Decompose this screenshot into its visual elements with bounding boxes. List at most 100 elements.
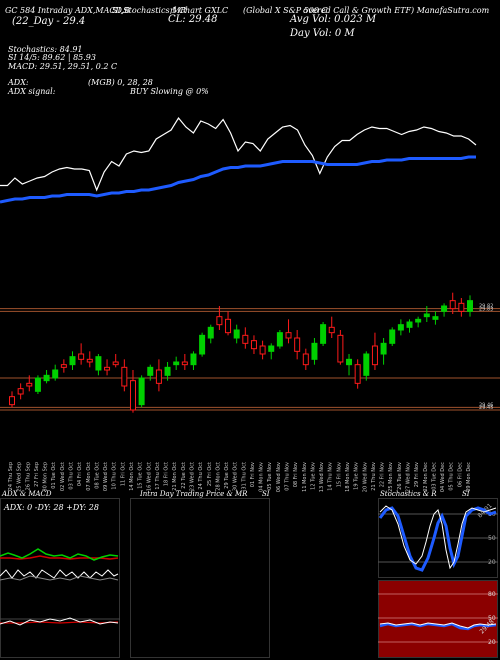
candle-body-47 <box>415 318 422 323</box>
candle-body-0 <box>9 396 15 406</box>
candle-body-26 <box>233 329 240 339</box>
x-tick-label-1: 25 Wed Sep <box>17 462 23 492</box>
candle-body-12 <box>112 361 119 366</box>
rsi-label-50: 50 <box>488 615 496 622</box>
header-title-right2: overed Call & Growth ETF) ManafaSutra.co… <box>303 6 490 15</box>
candle-body-4 <box>43 374 50 382</box>
candle-body-36 <box>320 324 327 344</box>
x-tick-label-34: 11 Mon Nov <box>302 462 308 492</box>
candle-body-18 <box>164 366 171 376</box>
header-title-mid: SI,Stochastics,MR <box>112 6 187 15</box>
x-tick-label-19: 21 Mon Oct <box>172 462 178 491</box>
x-tick-label-52: 06 Fri Dec <box>457 462 463 487</box>
x-tick-label-8: 04 Fri Oct <box>77 462 83 486</box>
x-tick-label-16: 16 Wed Oct <box>146 462 152 491</box>
x-tick-label-35: 12 Tue Nov <box>310 462 316 490</box>
stoch-blue-line <box>378 506 497 572</box>
candle-body-50 <box>441 305 448 312</box>
candle-body-6 <box>60 364 67 368</box>
candle-body-20 <box>181 361 188 366</box>
x-tick-label-13: 11 Fri Oct <box>120 462 126 486</box>
x-tick-label-49: 03 Tue Dec <box>431 462 437 490</box>
candle-body-30 <box>268 345 275 352</box>
adx-panel-title: ADX & MACD <box>2 490 52 498</box>
x-tick-label-12: 10 Thu Oct <box>112 462 118 490</box>
intraday-panel-frame <box>130 498 270 658</box>
x-tick-label-17: 17 Thu Oct <box>155 462 161 490</box>
adx-macd-panel: ADX: 0 -DY: 28 +DY: 28 <box>0 498 120 658</box>
x-tick-label-33: 08 Fri Nov <box>293 462 299 487</box>
x-tick-label-48: 02 Mon Dec <box>423 462 429 492</box>
candle-body-37 <box>328 326 335 334</box>
x-tick-label-6: 02 Wed Oct <box>60 462 66 491</box>
adx-white-line <box>0 569 119 579</box>
x-tick-label-11: 09 Wed Oct <box>103 462 109 491</box>
header-close: CL: 29.48 <box>168 14 218 25</box>
macd-white-line <box>0 617 119 626</box>
x-tick-label-3: 27 Fri Sep <box>34 462 40 487</box>
header-title-right: (Global X S&P 500 C <box>243 6 328 15</box>
candle-body-40 <box>354 364 361 384</box>
candle-body-28 <box>250 340 257 350</box>
x-tick-label-10: 08 Tue Oct <box>94 462 100 489</box>
x-tick-label-26: 30 Wed Oct <box>233 462 239 491</box>
x-tick-label-27: 31 Thu Oct <box>241 462 247 490</box>
rsi-blue-line <box>379 622 497 631</box>
x-tick-label-38: 15 Fri Nov <box>336 462 342 487</box>
x-tick-label-2: 26 Thu Sep <box>25 462 31 490</box>
stoch-white-line <box>379 505 497 570</box>
candle-body-46 <box>406 321 413 328</box>
macd-red-line <box>0 621 119 624</box>
candle-body-44 <box>389 329 396 344</box>
candle-body-49 <box>432 316 439 320</box>
price-line <box>0 116 477 192</box>
level-label-3: 29.46 <box>479 402 493 408</box>
x-tick-label-50: 04 Wed Dec <box>440 462 446 492</box>
x-tick-label-53: 09 Mon Dec <box>466 462 472 492</box>
candle-body-34 <box>302 353 309 366</box>
candle-body-22 <box>199 334 206 355</box>
header-title-mid2: rl Chart GXLC <box>170 6 229 15</box>
candle-body-43 <box>380 342 387 355</box>
level-label-1: 29.83 <box>479 306 493 312</box>
x-tick-label-14: 14 Mon Oct <box>129 462 135 491</box>
candle-body-42 <box>371 345 378 366</box>
x-tick-label-7: 03 Thu Oct <box>68 462 74 490</box>
candle-body-16 <box>147 366 154 376</box>
candle-body-14 <box>129 380 136 411</box>
candle-body-13 <box>121 366 128 387</box>
intraday-panel-title: Intra Day Trading Price & MR <box>140 490 248 498</box>
rsi-frame <box>378 580 498 658</box>
x-tick-label-22: 24 Thu Oct <box>198 462 204 490</box>
candle-body-17 <box>155 369 162 384</box>
x-tick-label-28: 01 Fri Nov <box>250 462 256 487</box>
candle-body-8 <box>78 353 85 360</box>
moving-average-line <box>0 155 476 204</box>
x-tick-label-20: 22 Tue Oct <box>181 462 187 489</box>
x-tick-label-25: 29 Tue Oct <box>224 462 230 489</box>
stoch-panel-title: Stochastics & R <box>380 490 437 498</box>
x-tick-label-9: 07 Mon Oct <box>86 462 92 491</box>
candle-body-1 <box>17 388 24 395</box>
x-tick-label-39: 18 Mon Nov <box>345 462 351 492</box>
x-tick-label-15: 15 Tue Oct <box>138 462 144 489</box>
candle-body-53 <box>467 300 473 312</box>
header-22day: (22_Day - 29.4 <box>12 16 86 27</box>
adx-gray-line <box>0 575 119 581</box>
x-tick-label-45: 26 Tue Nov <box>397 462 403 490</box>
x-tick-label-32: 07 Thu Nov <box>285 462 291 491</box>
candle-body-15 <box>138 377 145 406</box>
adx-values-text: ADX: 0 -DY: 28 +DY: 28 <box>3 503 99 512</box>
header-si: SI 14/5: 89.62 | 85.93 <box>8 53 96 62</box>
rsi-label-20: 20 <box>488 639 496 646</box>
candle-body-24 <box>216 316 223 326</box>
x-tick-label-0: 24 Thu Sep <box>8 462 14 490</box>
x-tick-label-37: 14 Thu Nov <box>328 462 334 491</box>
header-adx: ADX: <box>8 78 29 87</box>
candle-body-51 <box>449 300 456 310</box>
stoch-rsi-panel: 80 50 20 84.91 80 50 20 29.48 <box>378 498 498 658</box>
candle-body-52 <box>458 302 465 312</box>
candle-body-19 <box>173 361 180 366</box>
x-tick-label-46: 27 Wed Nov <box>406 462 412 492</box>
stoch-label-20: 20 <box>488 559 496 566</box>
